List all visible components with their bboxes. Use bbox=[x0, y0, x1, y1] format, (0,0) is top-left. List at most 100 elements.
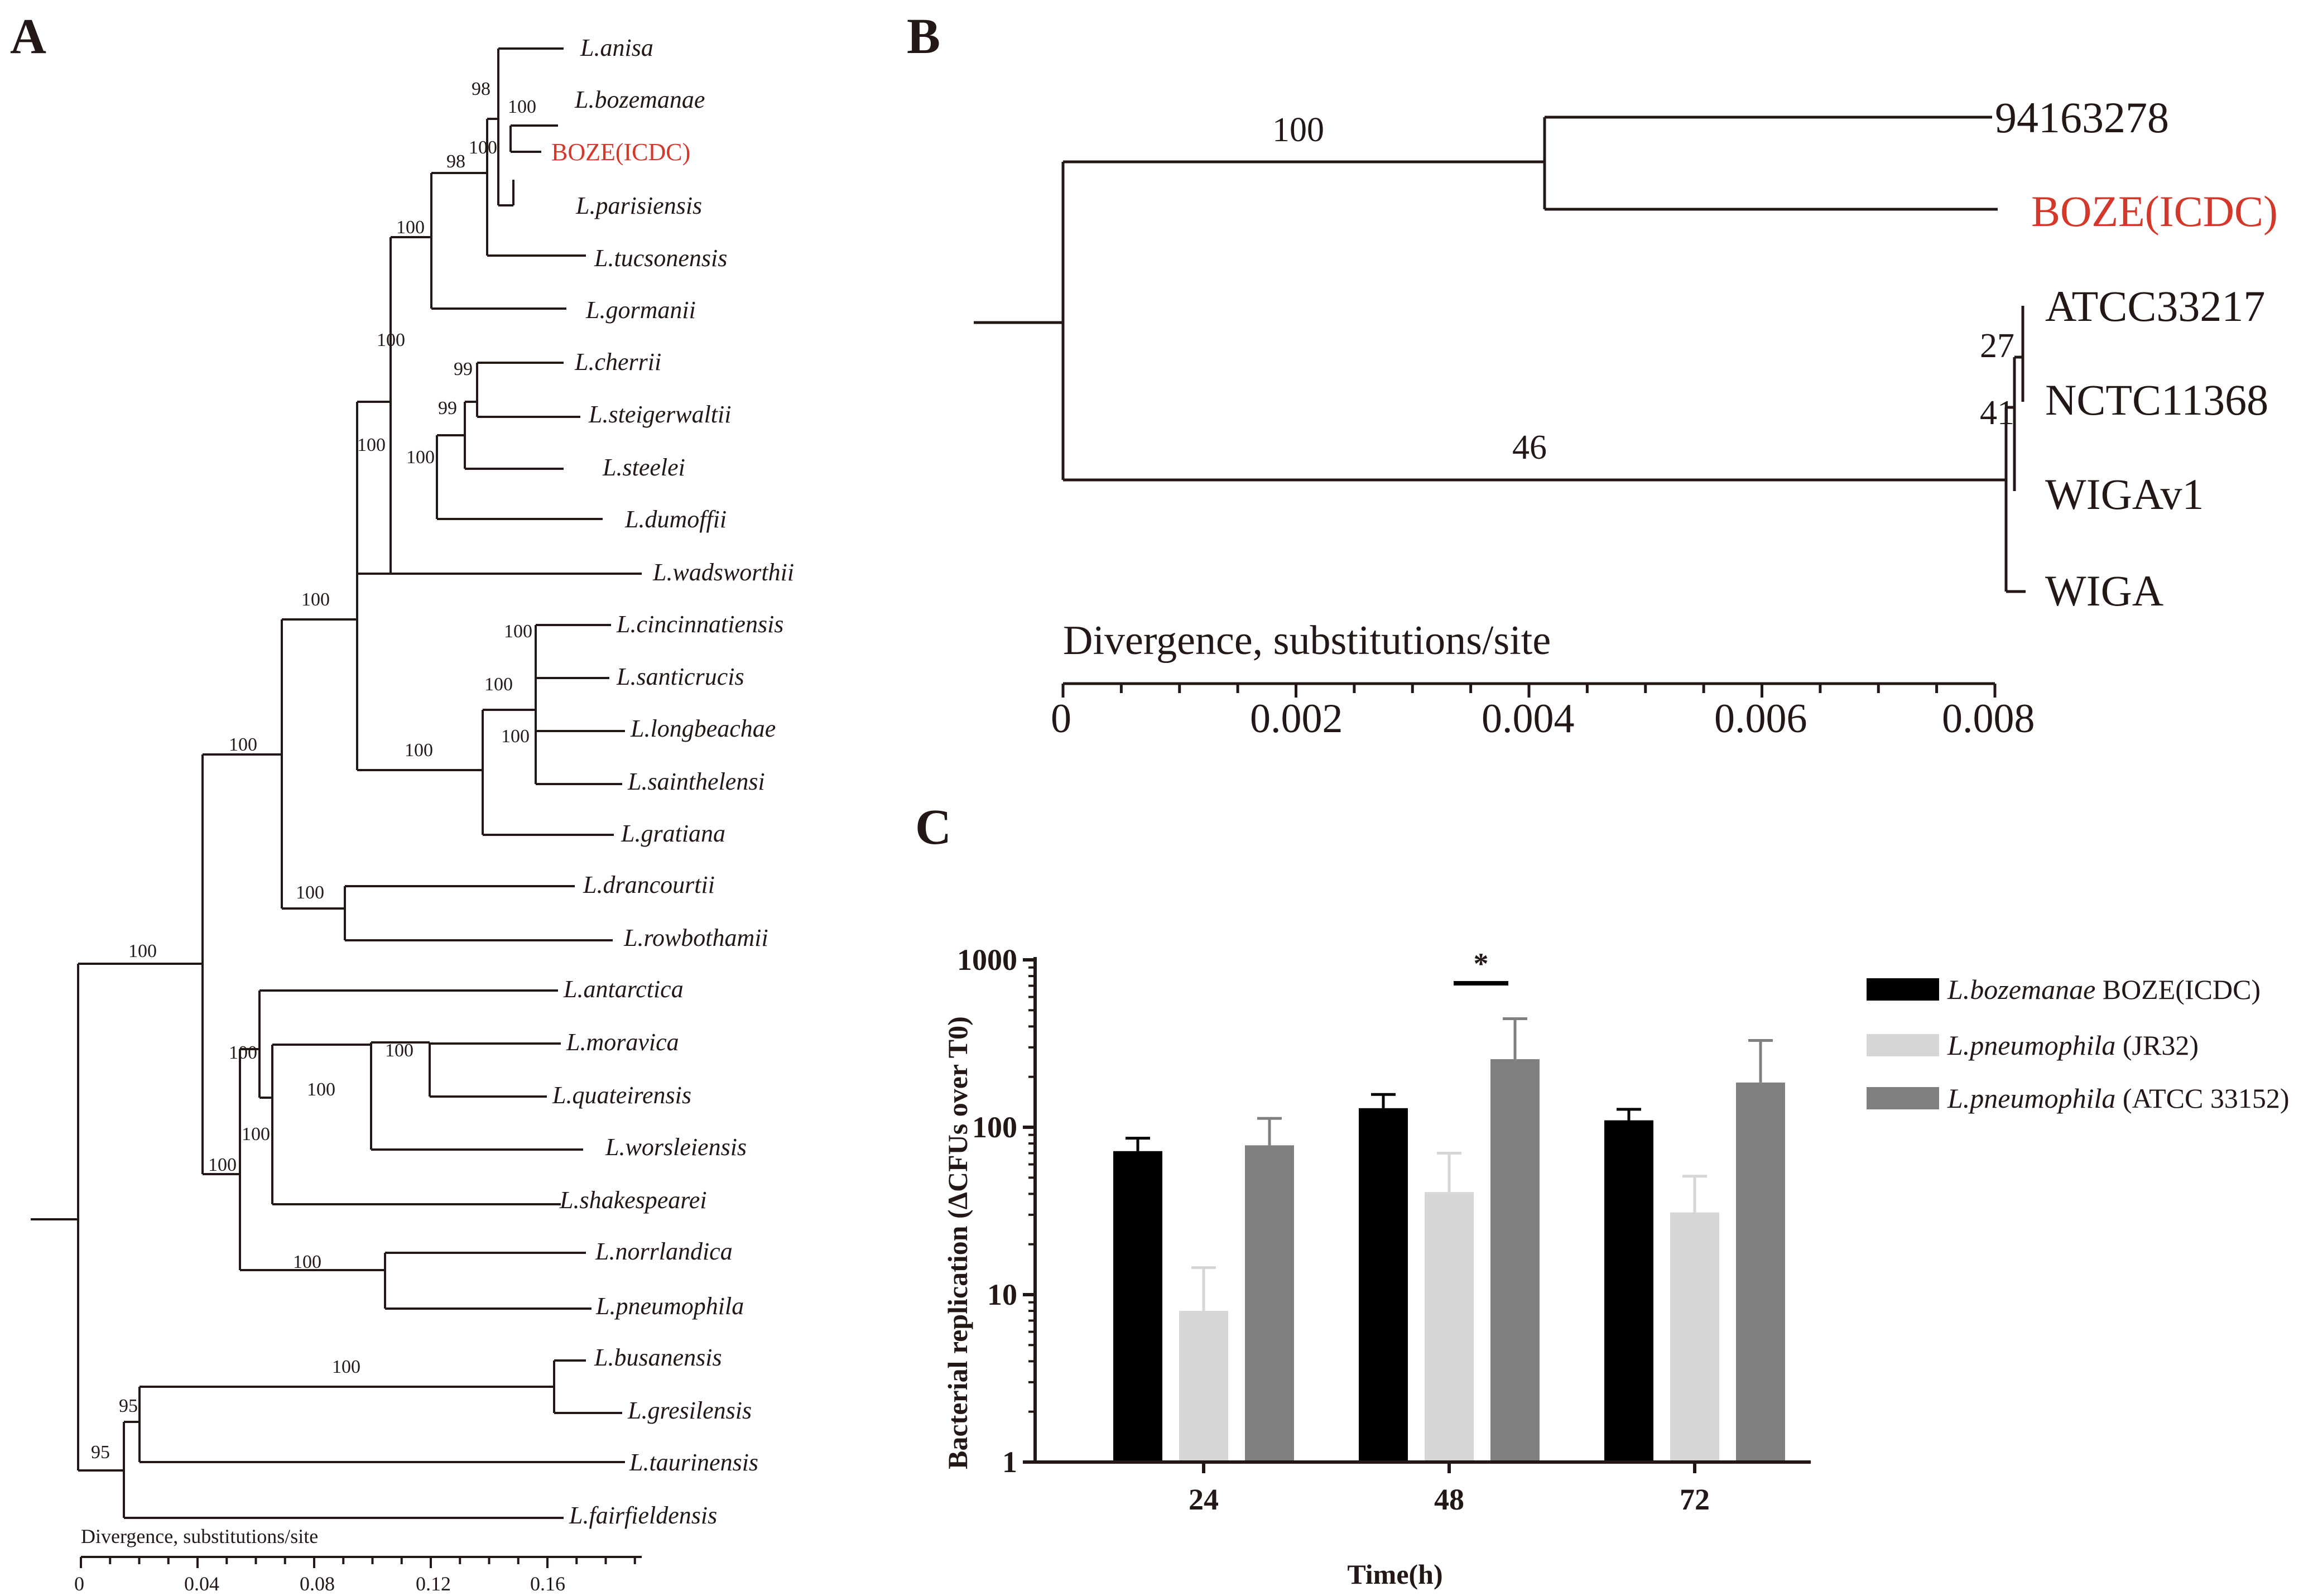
y-tick-label: 1 bbox=[1002, 1445, 1017, 1479]
y-tick-label: 10 bbox=[987, 1278, 1017, 1311]
tree-a-scale-tick: 0.08 bbox=[300, 1573, 335, 1595]
bootstrap-value: 100 bbox=[504, 621, 532, 642]
bar bbox=[1736, 1082, 1785, 1462]
bootstrap-value: 100 bbox=[406, 447, 435, 468]
bootstrap-value: 46 bbox=[1512, 429, 1547, 467]
tree-a-bootstraps: 98 100 100 98 100 100 99 99 100 100 100 … bbox=[91, 79, 536, 1463]
tree-a-taxon: L.fairfieldensis bbox=[569, 1502, 717, 1529]
tree-a-taxon: L.anisa bbox=[580, 34, 653, 61]
tree-a-taxon: L.taurinensis bbox=[629, 1449, 758, 1476]
y-axis-title: Bacterial replication (ΔCFUs over T0) bbox=[942, 1016, 973, 1469]
y-tick-label: 100 bbox=[972, 1111, 1017, 1144]
bootstrap-value: 100 bbox=[229, 1042, 257, 1063]
tree-b-taxa: 94163278 BOZE(ICDC) ATCC33217 NCTC11368 … bbox=[1995, 93, 2278, 615]
panel-label-a: A bbox=[10, 9, 46, 64]
tree-b-taxon: WIGAv1 bbox=[2045, 470, 2204, 518]
x-tick-label: 72 bbox=[1680, 1483, 1710, 1516]
bootstrap-value: 100 bbox=[405, 740, 433, 761]
tree-b-scale-tick: 0.002 bbox=[1250, 696, 1343, 742]
bootstrap-value: 98 bbox=[446, 151, 465, 172]
bootstrap-value: 95 bbox=[91, 1442, 110, 1463]
bootstrap-value: 100 bbox=[296, 882, 324, 903]
tree-b-bootstraps: 100 46 27 41 bbox=[1272, 111, 2014, 467]
tree-a-taxon: L.moravica bbox=[566, 1028, 679, 1056]
bootstrap-value: 100 bbox=[332, 1357, 360, 1377]
bootstrap-value: 100 bbox=[508, 97, 536, 117]
bar bbox=[1179, 1311, 1228, 1462]
bootstrap-value: 98 bbox=[472, 79, 490, 99]
bootstrap-value: 100 bbox=[128, 941, 157, 962]
tree-a-scale: Divergence, substitutions/site 0 0.04 0.… bbox=[74, 1525, 642, 1595]
tree-b-scale-title: Divergence, substitutions/site bbox=[1063, 618, 1551, 664]
tree-a-taxon: L.gormanii bbox=[585, 296, 696, 324]
tree-b-branches bbox=[974, 116, 2026, 593]
tree-a-taxon: L.pneumophila bbox=[595, 1292, 744, 1320]
tree-b-taxon: ATCC33217 bbox=[2045, 282, 2265, 330]
tree-a-scale-tick: 0 bbox=[74, 1573, 84, 1595]
bootstrap-value: 100 bbox=[301, 589, 330, 610]
tree-a-taxon: L.worsleiensis bbox=[605, 1133, 747, 1161]
bar bbox=[1359, 1108, 1408, 1462]
bootstrap-value: 100 bbox=[229, 734, 257, 755]
tree-a-taxon-highlight: BOZE(ICDC) bbox=[551, 138, 690, 166]
bootstrap-value: 27 bbox=[1980, 327, 2014, 365]
legend-entry-atcc: L.pneumophila (ATCC 33152) bbox=[1947, 1083, 2290, 1114]
tree-b-taxon: NCTC11368 bbox=[2045, 376, 2268, 424]
tree-a-taxon: L.tucsonensis bbox=[594, 244, 727, 272]
bootstrap-value: 100 bbox=[385, 1040, 413, 1061]
tree-a-taxon: L.santicrucis bbox=[616, 663, 744, 690]
tree-a-taxa: L.anisa L.bozemanae BOZE(ICDC) L.parisie… bbox=[551, 34, 794, 1529]
tree-b-taxon: WIGA bbox=[2045, 566, 2163, 615]
bootstrap-value: 99 bbox=[438, 398, 457, 419]
tree-a-taxon: L.drancourtii bbox=[583, 871, 715, 898]
tree-a-taxon: L.dumoffii bbox=[624, 506, 727, 533]
tree-a-taxon: L.shakespearei bbox=[559, 1186, 707, 1214]
legend-swatch-bozemanae bbox=[1867, 978, 1939, 1001]
y-tick-label: 1000 bbox=[957, 943, 1017, 977]
tree-a-branches bbox=[31, 47, 642, 1519]
tree-b-scale-tick: 0.006 bbox=[1714, 696, 1807, 742]
bootstrap-value: 100 bbox=[377, 330, 405, 350]
bootstrap-value: 100 bbox=[469, 137, 497, 158]
x-tick-label: 24 bbox=[1189, 1483, 1219, 1516]
tree-a-taxon: L.quateirensis bbox=[552, 1081, 691, 1109]
bar bbox=[1113, 1151, 1162, 1462]
bootstrap-value: 100 bbox=[293, 1252, 321, 1272]
bar bbox=[1490, 1059, 1540, 1462]
legend-entry-bozemanae: L.bozemanae BOZE(ICDC) bbox=[1947, 974, 2261, 1005]
bootstrap-value: 100 bbox=[396, 217, 425, 238]
tree-a-taxon: L.parisiensis bbox=[575, 192, 702, 219]
bootstrap-value: 100 bbox=[484, 674, 513, 695]
bootstrap-value: 41 bbox=[1980, 394, 2014, 432]
tree-a-taxon: L.rowbothamii bbox=[623, 924, 768, 951]
x-tick-label: 48 bbox=[1434, 1483, 1464, 1516]
bootstrap-value: 100 bbox=[307, 1079, 335, 1100]
tree-a-taxon: L.busanensis bbox=[594, 1344, 722, 1371]
tree-b-scale: Divergence, substitutions/site 0 0.002 0… bbox=[1051, 618, 2035, 742]
tree-b-scale-tick: 0.008 bbox=[1942, 696, 2035, 742]
significance-marker: * bbox=[1474, 947, 1489, 980]
panel-label-c: C bbox=[915, 800, 951, 855]
tree-a-taxon: L.sainthelensi bbox=[627, 768, 765, 795]
tree-b-scale-tick: 0 bbox=[1051, 696, 1071, 742]
bootstrap-value: 100 bbox=[1272, 111, 1324, 149]
tree-a-taxon: L.wadsworthii bbox=[652, 559, 794, 586]
x-axis-title: Time(h) bbox=[1347, 1559, 1442, 1590]
tree-b-taxon-highlight: BOZE(ICDC) bbox=[2031, 187, 2278, 235]
tree-b-taxon: 94163278 bbox=[1995, 93, 2169, 142]
bar-chart: Bacterial replication (ΔCFUs over T0) Ti… bbox=[942, 943, 1811, 1590]
bootstrap-value: 99 bbox=[454, 359, 473, 379]
tree-a-scale-tick: 0.16 bbox=[530, 1573, 565, 1595]
tree-a-scale-title: Divergence, substitutions/site bbox=[81, 1525, 318, 1547]
bar bbox=[1245, 1145, 1294, 1462]
bootstrap-value: 100 bbox=[242, 1124, 270, 1145]
legend-entry-jr32: L.pneumophila (JR32) bbox=[1947, 1030, 2199, 1061]
tree-a-taxon: L.gresilensis bbox=[627, 1397, 752, 1424]
tree-a-taxon: L.cincinnatiensis bbox=[616, 610, 783, 638]
tree-a-taxon: L.cherrii bbox=[574, 348, 661, 376]
tree-a-taxon: L.bozemanae bbox=[574, 86, 705, 113]
tree-b-scale-tick: 0.004 bbox=[1482, 696, 1575, 742]
bar bbox=[1425, 1192, 1474, 1462]
legend-swatch-jr32 bbox=[1867, 1034, 1939, 1056]
